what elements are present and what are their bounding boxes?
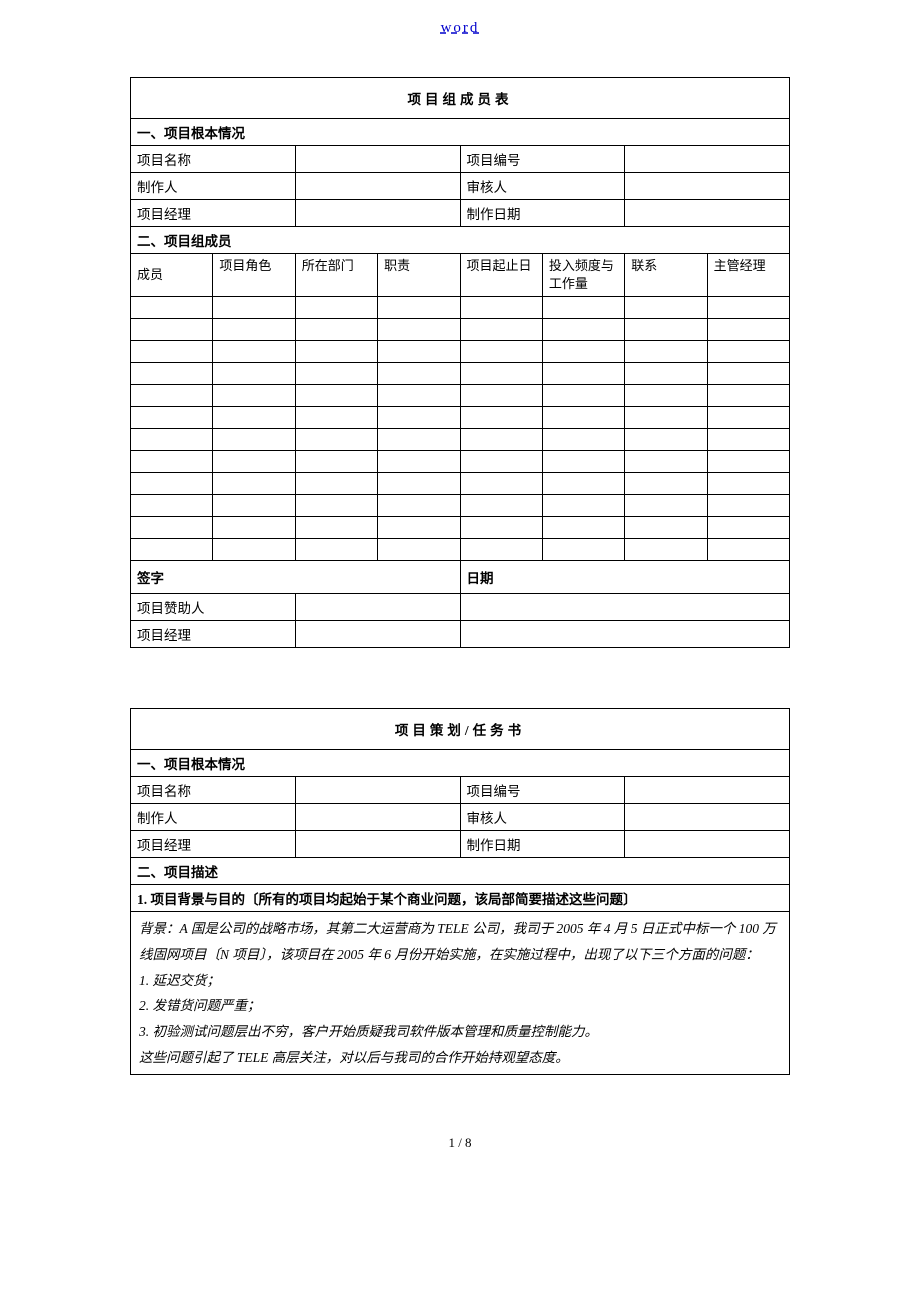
table1-title: 项目组成员表 [131, 78, 790, 119]
table2-title: 项目策划/任务书 [131, 709, 790, 750]
t1-r1-l1: 项目名称 [131, 146, 296, 173]
t1-r1-l2: 项目编号 [460, 146, 625, 173]
sig-label: 签字 [131, 561, 461, 594]
sig-row-0: 项目赞助人 [131, 594, 296, 621]
mh-4: 项目起止日 [460, 254, 542, 297]
t2-section2: 二、项目描述 [131, 858, 790, 885]
t1-section2: 二、项目组成员 [131, 227, 790, 254]
page-number: 1 / 8 [0, 1135, 920, 1151]
t2-r3-v1 [295, 831, 460, 858]
table-row [131, 319, 790, 341]
t1-r3-l2: 制作日期 [460, 200, 625, 227]
t2-r3-l1: 项目经理 [131, 831, 296, 858]
table-row [131, 429, 790, 451]
table-row [131, 385, 790, 407]
t1-r1-v2 [625, 146, 790, 173]
t2-r3-l2: 制作日期 [460, 831, 625, 858]
sig-row-1: 项目经理 [131, 621, 296, 648]
t1-r2-l1: 制作人 [131, 173, 296, 200]
t2-r1-v2 [625, 777, 790, 804]
t1-r1-v1 [295, 146, 460, 173]
project-plan-table: 项目策划/任务书 一、项目根本情况 项目名称 项目编号 制作人 审核人 项目经理… [130, 708, 790, 1075]
table-row [131, 517, 790, 539]
table-row [131, 451, 790, 473]
t1-r2-v1 [295, 173, 460, 200]
table-row [131, 297, 790, 319]
header-link: word [0, 20, 920, 37]
mh-6: 联系 [625, 254, 707, 297]
table-row [131, 539, 790, 561]
table-row [131, 473, 790, 495]
t1-section1: 一、项目根本情况 [131, 119, 790, 146]
date-label: 日期 [460, 561, 790, 594]
mh-7: 主管经理 [707, 254, 789, 297]
t2-r2-l1: 制作人 [131, 804, 296, 831]
t1-r3-l1: 项目经理 [131, 200, 296, 227]
t2-r2-v1 [295, 804, 460, 831]
mh-5: 投入频度与工作量 [542, 254, 624, 297]
table-row [131, 407, 790, 429]
mh-3: 职责 [378, 254, 460, 297]
t2-section1: 一、项目根本情况 [131, 750, 790, 777]
t1-r3-v2 [625, 200, 790, 227]
table-row [131, 495, 790, 517]
mh-2: 所在部门 [295, 254, 377, 297]
mh-1: 项目角色 [213, 254, 295, 297]
t2-r1-l1: 项目名称 [131, 777, 296, 804]
t2-sub1: 1. 项目背景与目的〔所有的项目均起始于某个商业问题，该局部简要描述这些问题〕 [131, 885, 790, 912]
t1-r2-v2 [625, 173, 790, 200]
header-link-text[interactable]: word [441, 20, 480, 36]
t2-r2-v2 [625, 804, 790, 831]
t1-r3-v1 [295, 200, 460, 227]
team-members-table: 项目组成员表 一、项目根本情况 项目名称 项目编号 制作人 审核人 项目经理 制… [130, 77, 790, 648]
mh-0: 成员 [131, 254, 213, 297]
table-row [131, 341, 790, 363]
t2-r1-v1 [295, 777, 460, 804]
table-row [131, 363, 790, 385]
t2-r3-v2 [625, 831, 790, 858]
t2-r1-l2: 项目编号 [460, 777, 625, 804]
t2-r2-l2: 审核人 [460, 804, 625, 831]
t1-r2-l2: 审核人 [460, 173, 625, 200]
t2-body: 背景：A 国是公司的战略市场，其第二大运营商为 TELE 公司，我司于 2005… [131, 912, 790, 1075]
